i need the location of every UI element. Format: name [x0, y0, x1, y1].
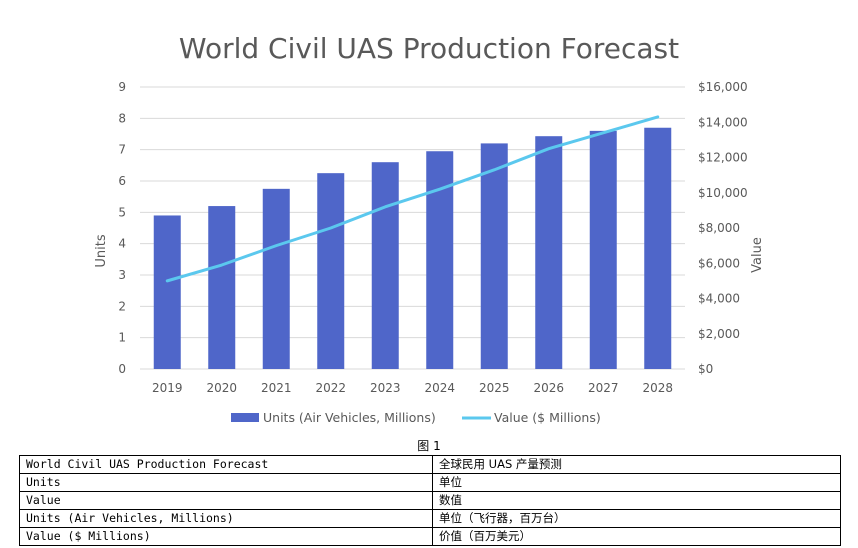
table-row: Value 数值	[19, 491, 841, 510]
table-row: Units 单位	[19, 473, 841, 492]
table-cell-en: Units (Air Vehicles, Millions)	[19, 509, 433, 528]
left-tick-label: 7	[118, 143, 126, 157]
right-tick-label: $16,000	[698, 80, 748, 94]
table-row: Units (Air Vehicles, Millions) 单位（飞行器，百万…	[19, 509, 841, 528]
bar	[371, 162, 399, 369]
table-cell-en: Value	[19, 491, 433, 510]
bar	[208, 206, 236, 369]
bar	[535, 136, 563, 369]
table-cell-zh: 单位（飞行器，百万台）	[432, 509, 841, 528]
legend: Units (Air Vehicles, Millions) Value ($ …	[231, 410, 601, 425]
figure-caption: 图 1	[417, 439, 441, 453]
bar-series	[153, 127, 672, 369]
left-tick-label: 9	[118, 80, 126, 94]
right-tick-label: $0	[698, 362, 713, 376]
bar	[426, 151, 454, 369]
table-cell-zh: 全球民用 UAS 产量预测	[432, 455, 841, 474]
x-tick-label: 2025	[479, 381, 510, 395]
table-cell-en: Value ($ Millions)	[19, 527, 433, 546]
x-tick-label: 2019	[152, 381, 183, 395]
left-tick-label: 0	[118, 362, 126, 376]
left-axis-ticks: 0 1 2 3 4 5 6 7 8 9	[118, 80, 126, 376]
right-axis-ticks: $0 $2,000 $4,000 $6,000 $8,000 $10,000 $12,000…	[698, 80, 748, 376]
table-row: World Civil UAS Production Forecast 全球民用…	[19, 455, 841, 474]
bar	[262, 188, 290, 369]
x-tick-label: 2023	[370, 381, 401, 395]
bar	[589, 130, 617, 369]
table-cell-zh: 价值（百万美元）	[432, 527, 841, 546]
left-tick-label: 6	[118, 174, 126, 188]
table-cell-en: Units	[19, 473, 433, 492]
x-tick-label: 2024	[424, 381, 455, 395]
x-tick-label: 2027	[588, 381, 619, 395]
value-line	[165, 115, 660, 283]
x-tick-label: 2028	[642, 381, 673, 395]
left-tick-label: 4	[118, 237, 126, 251]
right-tick-label: $8,000	[698, 221, 740, 235]
line-series	[165, 115, 660, 283]
x-tick-label: 2021	[261, 381, 292, 395]
table-cell-en: World Civil UAS Production Forecast	[19, 455, 433, 474]
left-tick-label: 1	[118, 331, 126, 345]
bar	[480, 143, 508, 369]
right-axis-label: Value	[750, 237, 765, 273]
translation-table: World Civil UAS Production Forecast 全球民用…	[19, 455, 841, 546]
x-tick-label: 2020	[206, 381, 237, 395]
right-tick-label: $6,000	[698, 256, 740, 270]
legend-swatch-units	[231, 413, 259, 422]
right-tick-label: $2,000	[698, 327, 740, 341]
table-cell-zh: 数值	[432, 491, 841, 510]
chart: World Civil UAS Production Forecast 0 1 2 3…	[94, 32, 765, 425]
left-tick-label: 2	[118, 299, 126, 313]
right-tick-label: $10,000	[698, 186, 748, 200]
x-tick-label: 2026	[533, 381, 564, 395]
table-row: Value ($ Millions) 价值（百万美元）	[19, 527, 841, 546]
bar	[644, 127, 672, 369]
right-tick-label: $14,000	[698, 115, 748, 129]
bar	[153, 215, 181, 369]
x-tick-label: 2022	[315, 381, 346, 395]
x-axis-ticks: 2019 2020 2021 2022 2023 2024 2025 2026 2027 2028	[152, 381, 673, 395]
bar	[317, 173, 345, 369]
left-tick-label: 8	[118, 111, 126, 125]
legend-label-value: Value ($ Millions)	[494, 410, 601, 425]
legend-label-units: Units (Air Vehicles, Millions)	[263, 410, 436, 425]
left-tick-label: 5	[118, 205, 126, 219]
right-tick-label: $12,000	[698, 151, 748, 165]
left-tick-label: 3	[118, 268, 126, 282]
left-axis-label: Units	[94, 234, 109, 267]
right-tick-label: $4,000	[698, 292, 740, 306]
chart-title: World Civil UAS Production Forecast	[179, 32, 679, 65]
table-cell-zh: 单位	[432, 473, 841, 492]
